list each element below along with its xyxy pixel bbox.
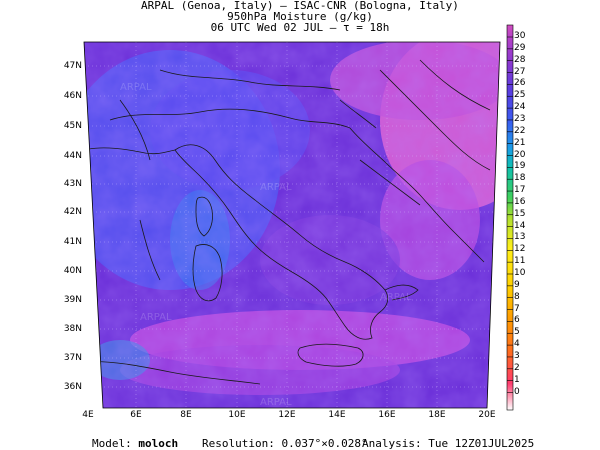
map-frame (83, 41, 501, 409)
footer-analysis: Analysis: Tue 12Z01JUL2025 (362, 437, 534, 450)
lon-label: 10E (228, 410, 246, 420)
footer-resolution: Resolution: 0.037°×0.028° (202, 437, 368, 450)
lon-label: 8E (180, 410, 192, 420)
colorbar-label: 3 (514, 350, 520, 361)
lon-label: 16E (378, 410, 396, 420)
colorbar-label: 30 (514, 31, 526, 41)
lat-label: 44N (63, 151, 82, 161)
colorbar-label: 21 (514, 137, 526, 148)
colorbar-label: 24 (514, 102, 526, 113)
colorbar-label: 26 (514, 78, 526, 89)
colorbar-label: 0 (514, 386, 520, 397)
lat-label: 37N (63, 353, 82, 363)
watermark-text-3: ARPAL (380, 292, 412, 303)
lat-label: 45N (63, 121, 82, 131)
colorbar-label: 28 (514, 54, 526, 65)
title-line-1: ARPAL (Genoa, Italy) — ISAC-CNR (Bologna… (141, 0, 459, 12)
footer-model: Model: moloch (92, 437, 178, 450)
colorbar-label: 15 (514, 208, 526, 219)
colorbar-label: 16 (514, 196, 526, 207)
colorbar-label: 25 (514, 90, 526, 101)
lon-label: 12E (278, 410, 296, 420)
lon-label: 4E (82, 410, 94, 420)
colorbar-label: 22 (514, 125, 526, 136)
analysis-value: Tue 12Z01JUL2025 (428, 437, 535, 450)
colorbar-label: 13 (514, 232, 526, 243)
colorbar (506, 24, 514, 411)
lat-label: 47N (63, 61, 82, 71)
lat-label: 39N (63, 295, 82, 305)
colorbar-label: 7 (514, 303, 520, 314)
lon-label: 6E (130, 410, 142, 420)
lat-label: 42N (63, 207, 82, 217)
colorbar-label: 2 (514, 362, 520, 373)
colorbar-label: 1 (514, 374, 520, 385)
colorbar-label: 17 (514, 185, 526, 196)
lon-label: 20E (478, 410, 496, 420)
coastlines (84, 59, 491, 385)
resolution-value: 0.037°×0.028° (281, 437, 368, 450)
colorbar-label: 27 (514, 66, 526, 77)
lat-label: 43N (63, 179, 82, 189)
watermark-text-5: ARPAL (260, 397, 292, 408)
colorbar-label: 20 (514, 149, 526, 160)
colorbar-label: 12 (514, 244, 526, 255)
lat-label: 40N (63, 266, 82, 276)
colorbar-label: 19 (514, 161, 526, 172)
model-label: Model: (92, 437, 132, 450)
analysis-label: Analysis: (362, 437, 422, 450)
colorbar-label: 8 (514, 291, 520, 302)
title-line-3: 06 UTC Wed 02 JUL — τ = 18h (210, 21, 390, 34)
colorbar-label: 6 (514, 315, 520, 326)
watermark-text-4: ARPAL (140, 312, 172, 323)
title-line-2: 950hPa Moisture (g/kg) (227, 10, 373, 23)
colorbar-label: 9 (514, 279, 520, 290)
colorbar-label: 4 (514, 339, 520, 350)
lat-label: 46N (63, 91, 82, 101)
moisture-field: ARPAL ARPAL ARPAL ARPAL ARPAL (84, 42, 500, 408)
lon-label: 14E (328, 410, 346, 420)
colorbar-label: 5 (514, 327, 520, 338)
colorbar-label: 23 (514, 113, 526, 124)
watermark-text-2: ARPAL (260, 182, 292, 193)
lat-label: 36N (63, 382, 82, 392)
model-value: moloch (138, 437, 179, 450)
colorbar-label: 11 (514, 256, 526, 267)
lat-label: 41N (63, 237, 82, 247)
resolution-label: Resolution: (202, 437, 275, 450)
colorbar-label: 10 (514, 268, 526, 278)
lon-label: 18E (428, 410, 446, 420)
colorbar-label: 29 (514, 42, 526, 53)
colorbar-label: 14 (514, 220, 526, 231)
lat-label: 38N (63, 324, 82, 334)
watermark-text-1: ARPAL (120, 82, 152, 93)
colorbar-label: 18 (514, 173, 526, 184)
